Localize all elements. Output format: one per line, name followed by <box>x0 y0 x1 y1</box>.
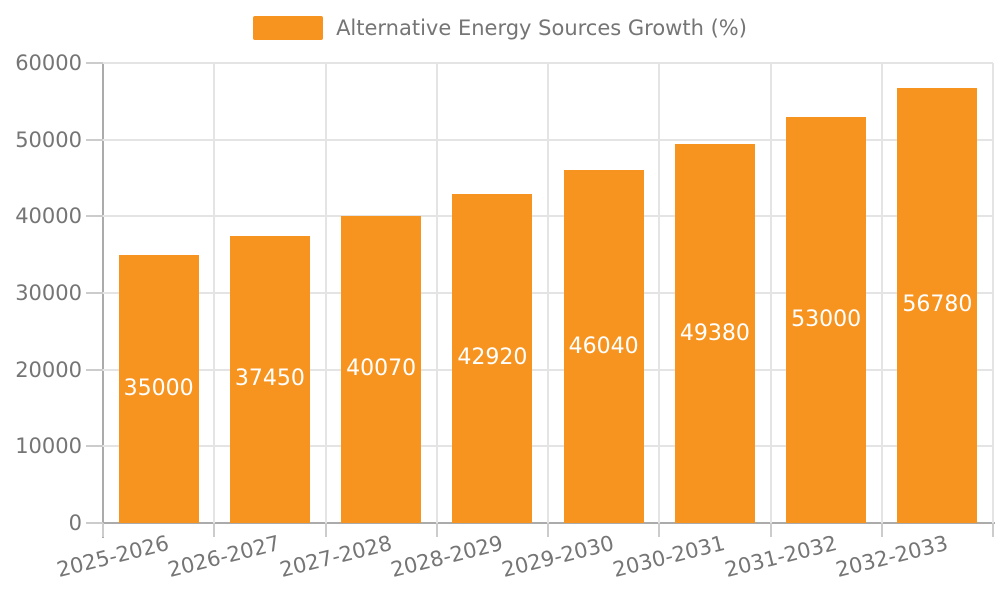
v-gridline <box>658 63 661 523</box>
bar[interactable] <box>118 254 199 523</box>
y-axis-tick <box>86 445 103 448</box>
y-axis-tick <box>86 368 103 371</box>
bar[interactable] <box>897 87 978 523</box>
x-tick-label: 2031-2032 <box>722 531 839 582</box>
y-axis-tick <box>86 62 103 64</box>
y-tick-label: 30000 <box>15 281 82 305</box>
x-axis-tick <box>992 523 994 537</box>
bar-value-label: 56780 <box>902 292 973 318</box>
x-axis-tick <box>324 523 327 537</box>
y-axis-tick <box>86 215 103 218</box>
y-axis-line <box>102 63 104 538</box>
x-axis-line <box>103 522 995 524</box>
y-tick-label: 20000 <box>15 357 82 382</box>
bar[interactable] <box>452 193 533 523</box>
bar-value-label: 42920 <box>457 345 528 371</box>
y-tick-label: 50000 <box>15 127 82 152</box>
y-axis-tick <box>86 292 103 294</box>
bar[interactable] <box>674 144 755 523</box>
bar[interactable] <box>563 170 644 523</box>
legend-label: Alternative Energy Sources Growth (%) <box>336 16 747 40</box>
bar-value-label: 53000 <box>791 306 862 332</box>
bar-value-label: 46040 <box>568 333 639 359</box>
x-tick-label: 2026-2027 <box>165 531 283 582</box>
bar[interactable] <box>341 215 422 523</box>
y-tick-label: 40000 <box>15 204 82 229</box>
bar-value-label: 37450 <box>234 366 305 392</box>
x-axis-tick <box>213 523 216 537</box>
v-gridline <box>547 63 549 523</box>
y-tick-label: 60000 <box>15 51 82 75</box>
x-tick-label: 2030-2031 <box>610 531 728 582</box>
v-gridline <box>435 63 438 523</box>
y-axis-tick <box>86 138 103 141</box>
bar-value-label: 49380 <box>679 320 750 346</box>
v-gridline <box>992 63 994 523</box>
legend-swatch <box>253 16 324 40</box>
bar[interactable] <box>786 116 867 523</box>
x-axis-tick <box>102 523 104 537</box>
bar-value-label: 35000 <box>123 375 194 401</box>
x-tick-label: 2029-2030 <box>499 531 617 582</box>
x-axis-tick <box>769 523 772 537</box>
bar[interactable] <box>229 235 310 523</box>
v-gridline <box>213 63 216 523</box>
y-axis-tick <box>86 522 103 524</box>
v-gridline <box>769 63 772 523</box>
v-gridline <box>880 63 883 523</box>
y-tick-label: 10000 <box>15 434 82 459</box>
x-axis-tick <box>658 523 661 537</box>
bar-value-label: 40070 <box>346 356 417 382</box>
x-axis-tick <box>435 523 438 537</box>
x-tick-label: 2025-2026 <box>54 531 172 582</box>
x-tick-label: 2028-2029 <box>388 531 506 582</box>
x-tick-label: 2032-2033 <box>833 531 951 582</box>
x-axis-tick <box>547 523 549 537</box>
x-tick-label: 2027-2028 <box>277 531 394 582</box>
x-axis-tick <box>880 523 883 537</box>
y-tick-label: 0 <box>68 511 82 535</box>
v-gridline <box>324 63 327 523</box>
legend[interactable]: Alternative Energy Sources Growth (%) <box>0 16 1000 40</box>
